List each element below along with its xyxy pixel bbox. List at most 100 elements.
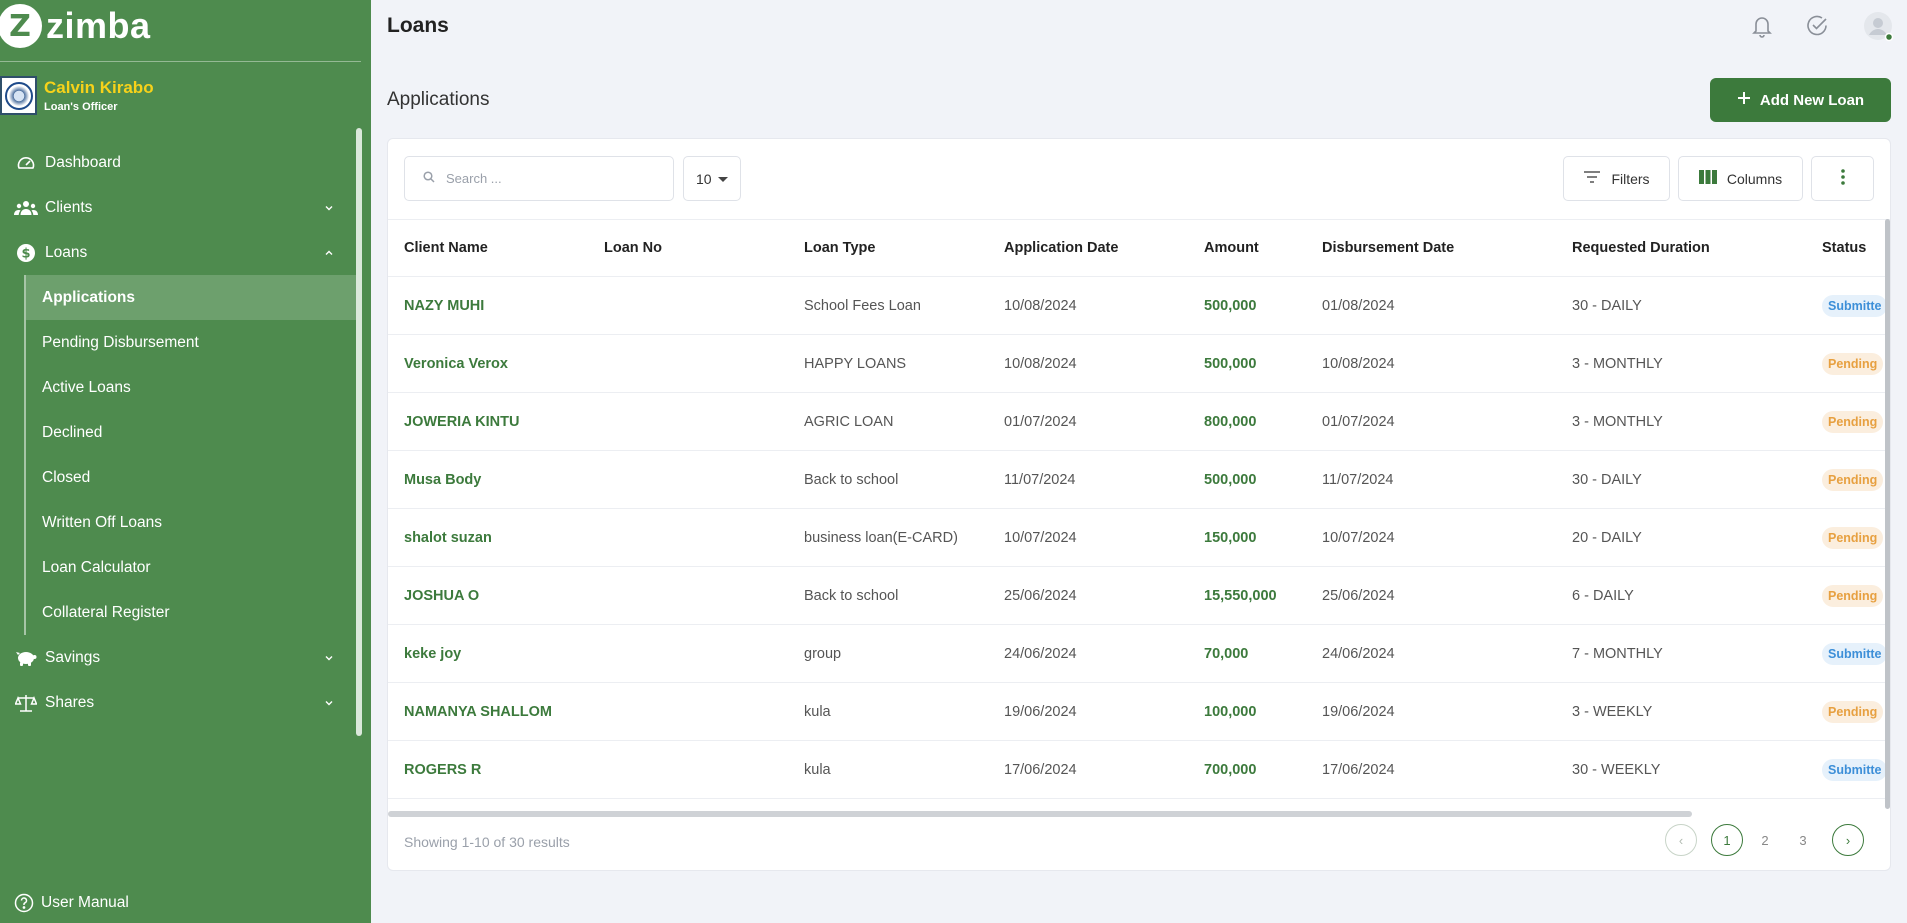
search-placeholder: Search ... <box>446 171 502 186</box>
filters-button[interactable]: Filters <box>1563 156 1670 201</box>
table-row[interactable]: shalot suzan business loan(E-CARD) 10/07/2… <box>388 508 1890 567</box>
disbursement-date-cell: 17/06/2024 <box>1306 740 1556 799</box>
loan-type-cell: AGRIC LOAN <box>788 392 988 451</box>
loan-type-cell: Back to school <box>788 566 988 625</box>
status-cell: Submitte <box>1806 740 1890 799</box>
sidebar-item-loans[interactable]: $ Loans <box>0 230 356 275</box>
client-name-cell[interactable]: keke joy <box>388 624 588 683</box>
sidebar-subitem-active-loans[interactable]: Active Loans <box>42 378 131 396</box>
sidebar-scrollbar[interactable] <box>356 128 362 736</box>
application-date-cell: 10/08/2024 <box>988 276 1188 335</box>
client-name-cell[interactable]: Veronica Verox <box>388 334 588 393</box>
column-header[interactable]: Amount <box>1188 219 1306 277</box>
sidebar-subitem-loan-calculator[interactable]: Loan Calculator <box>42 558 151 576</box>
logo[interactable]: Z zimba <box>0 0 151 52</box>
table-vertical-scrollbar[interactable] <box>1885 219 1890 809</box>
sidebar-subitem-collateral-register[interactable]: Collateral Register <box>42 603 170 621</box>
disbursement-date-cell: 10/08/2024 <box>1306 334 1556 393</box>
check-circle-icon[interactable] <box>1805 14 1829 38</box>
client-name-cell[interactable]: JOWERIA KINTU <box>388 392 588 451</box>
bell-icon[interactable] <box>1751 14 1773 38</box>
requested-duration-cell: 3 - MONTHLY <box>1556 392 1806 451</box>
client-name-cell[interactable]: NAMANYA SHALLOM <box>388 682 588 741</box>
page-button-2[interactable]: 2 <box>1761 832 1769 848</box>
page-size-select[interactable]: 10 <box>683 156 741 201</box>
user-manual-link[interactable]: User Manual <box>14 893 129 913</box>
next-page-button[interactable]: › <box>1832 824 1864 856</box>
results-summary: Showing 1-10 of 30 results <box>404 834 570 850</box>
column-header[interactable]: Application Date <box>988 219 1188 277</box>
page-button-1[interactable]: 1 <box>1711 824 1743 856</box>
status-cell: Pending <box>1806 508 1890 567</box>
application-date-cell: 17/06/2024 <box>988 740 1188 799</box>
requested-duration-cell: 3 - WEEKLY <box>1556 682 1806 741</box>
requested-duration-cell: 6 - DAILY <box>1556 566 1806 625</box>
client-name-cell[interactable]: JOSHUA O <box>388 566 588 625</box>
column-header[interactable]: Loan No <box>588 219 788 277</box>
sidebar-item-clients[interactable]: Clients <box>0 185 356 230</box>
table-row[interactable]: Musa Body Back to school 11/07/2024 500,000… <box>388 450 1890 509</box>
table-row[interactable]: JOSHUA O Back to school 25/06/2024 15,550,0… <box>388 566 1890 625</box>
client-name-cell[interactable]: Musa Body <box>388 450 588 509</box>
column-header[interactable]: Status <box>1806 219 1890 277</box>
loan-no-cell <box>588 624 788 683</box>
loans-table: Client Name Loan No Loan Type Applicatio… <box>388 219 1890 799</box>
page-button-3[interactable]: 3 <box>1799 832 1807 848</box>
disbursement-date-cell: 10/07/2024 <box>1306 508 1556 567</box>
table-horizontal-scrollbar[interactable] <box>388 811 1692 817</box>
sidebar-subitem-applications[interactable]: Applications <box>26 275 356 320</box>
table-row[interactable]: Veronica Verox HAPPY LOANS 10/08/2024 500,0… <box>388 334 1890 393</box>
loan-type-cell: Back to school <box>788 450 988 509</box>
loan-no-cell <box>588 392 788 451</box>
application-date-cell: 11/07/2024 <box>988 450 1188 509</box>
column-header[interactable]: Client Name <box>388 219 588 277</box>
add-new-loan-button[interactable]: Add New Loan <box>1710 78 1891 122</box>
sidebar-item-dashboard[interactable]: Dashboard <box>0 140 356 185</box>
loan-type-cell: School Fees Loan <box>788 276 988 335</box>
sidebar-subitem-written-off-loans[interactable]: Written Off Loans <box>42 513 163 531</box>
client-name-cell[interactable]: ROGERS R <box>388 740 588 799</box>
profile-role: Loan's Officer <box>44 101 118 113</box>
status-badge: Pending <box>1822 468 1884 491</box>
filters-label: Filters <box>1611 170 1650 187</box>
sidebar-item-savings[interactable]: Savings <box>0 635 356 680</box>
disbursement-date-cell: 19/06/2024 <box>1306 682 1556 741</box>
table-header-row: Client Name Loan No Loan Type Applicatio… <box>388 219 1890 277</box>
search-input[interactable]: Search ... <box>404 156 674 201</box>
column-header[interactable]: Loan Type <box>788 219 988 277</box>
status-badge: Pending <box>1822 352 1884 375</box>
piggy-bank-icon <box>14 647 38 669</box>
amount-cell: 500,000 <box>1188 334 1306 393</box>
column-header[interactable]: Disbursement Date <box>1306 219 1556 277</box>
sidebar-subitem-declined[interactable]: Declined <box>42 423 103 441</box>
columns-button[interactable]: Columns <box>1678 156 1803 201</box>
loan-no-cell <box>588 450 788 509</box>
sidebar-item-shares[interactable]: Shares <box>0 680 356 725</box>
sidebar-subitem-closed[interactable]: Closed <box>42 468 91 486</box>
amount-cell: 70,000 <box>1188 624 1306 683</box>
sidebar-subitem-pending-disbursement[interactable]: Pending Disbursement <box>42 333 199 351</box>
loan-no-cell <box>588 740 788 799</box>
prev-page-button[interactable]: ‹ <box>1665 824 1697 856</box>
client-name-cell[interactable]: shalot suzan <box>388 508 588 567</box>
sidebar-nav: Dashboard Clients $ Loans Applications P… <box>0 140 356 725</box>
user-profile[interactable]: Calvin Kirabo Loan's Officer <box>0 76 154 115</box>
user-avatar-icon[interactable] <box>1862 10 1894 42</box>
sidebar-item-label: Shares <box>45 693 95 711</box>
more-options-button[interactable] <box>1811 156 1874 201</box>
page-size-value: 10 <box>696 170 712 187</box>
status-badge: Pending <box>1822 526 1884 549</box>
table-row[interactable]: NAZY MUHI School Fees Loan 10/08/2024 500,0… <box>388 276 1890 335</box>
add-new-loan-label: Add New Loan <box>1759 91 1865 109</box>
column-header[interactable]: Requested Duration <box>1556 219 1806 277</box>
status-badge: Pending <box>1822 584 1884 607</box>
table-row[interactable]: keke joy group 24/06/2024 70,000 24/06/2024 7… <box>388 624 1890 683</box>
sidebar-item-label: Savings <box>45 648 101 666</box>
caret-down-icon <box>718 177 728 182</box>
client-name-cell[interactable]: NAZY MUHI <box>388 276 588 335</box>
table-row[interactable]: NAMANYA SHALLOM kula 19/06/2024 100,000 19/0… <box>388 682 1890 741</box>
avatar <box>0 76 37 115</box>
loan-type-cell: kula <box>788 740 988 799</box>
table-row[interactable]: JOWERIA KINTU AGRIC LOAN 01/07/2024 800,000… <box>388 392 1890 451</box>
